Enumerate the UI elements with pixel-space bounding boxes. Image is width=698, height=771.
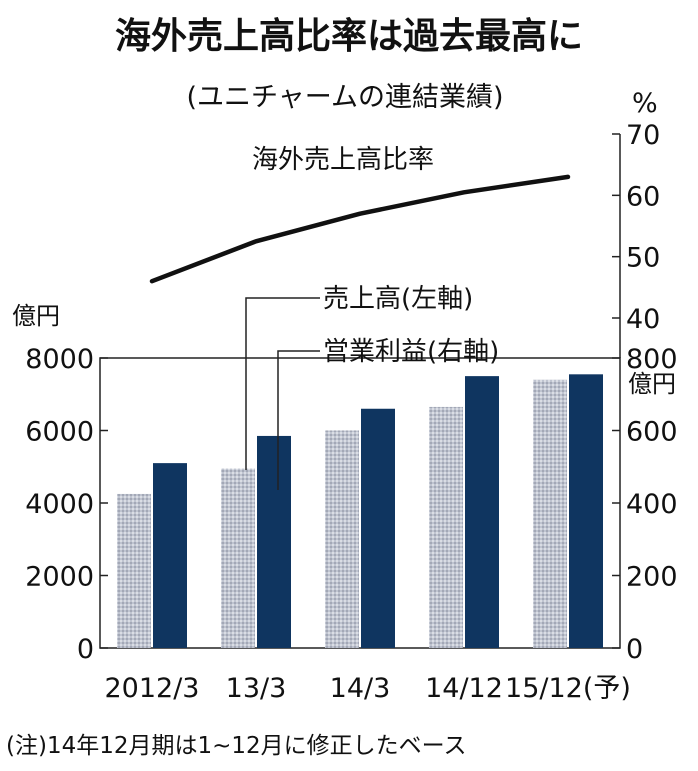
chart-title: 海外売上高比率は過去最高に — [115, 16, 583, 57]
sales-bar-1 — [221, 468, 255, 648]
profit-bar-0 — [153, 463, 187, 648]
right-tick-label-2: 400 — [626, 489, 678, 520]
left-axis-ticks: 0 2000 4000 6000 8000 — [25, 344, 108, 665]
footnote: (注)14年12月期は1~12月に修正したベース — [6, 733, 467, 759]
percent-tick-label-1: 50 — [626, 243, 660, 274]
left-tick-label-3: 6000 — [25, 417, 94, 448]
sales-bar-0 — [117, 493, 151, 648]
x-tick-label-1: 13/3 — [226, 673, 287, 704]
chart-subtitle: (ユニチャームの連結業績) — [187, 82, 504, 113]
x-tick-label-0: 2012/3 — [105, 673, 200, 704]
sales-bar-2 — [325, 430, 359, 648]
percent-tick-label-0: 40 — [626, 304, 660, 335]
percent-axis-unit: % — [632, 88, 658, 119]
percent-tick-label-3: 70 — [626, 120, 660, 151]
profit-leader-line — [277, 350, 320, 490]
profit-legend-label: 営業利益(右軸) — [323, 337, 499, 367]
profit-bar-1 — [257, 435, 291, 648]
x-axis-ticks: 2012/3 13/3 14/3 14/12 15/12(予) — [105, 673, 631, 704]
right-tick-label-3: 600 — [626, 417, 678, 448]
sales-bar-3 — [429, 406, 463, 648]
profit-bar-4 — [569, 374, 603, 648]
profit-bar-2 — [361, 408, 395, 648]
bars-group — [117, 374, 603, 648]
left-axis-unit: 億円 — [12, 302, 60, 330]
x-tick-label-4: 15/12(予) — [505, 673, 631, 704]
percent-tick-label-2: 60 — [626, 181, 660, 212]
right-axis-unit: 億円 — [628, 370, 676, 398]
sales-leader-line — [245, 297, 320, 470]
x-tick-label-2: 14/3 — [330, 673, 391, 704]
right-tick-label-0: 0 — [626, 634, 643, 665]
left-tick-label-4: 8000 — [25, 344, 94, 375]
sales-bar-4 — [533, 379, 567, 648]
right-tick-label-1: 200 — [626, 562, 678, 593]
ratio-line-group — [149, 174, 571, 284]
sales-legend-label: 売上高(左軸) — [323, 284, 473, 314]
right-axis-ticks: 0 200 400 600 800 — [612, 344, 678, 665]
right-tick-label-4: 800 — [626, 344, 678, 375]
overseas-ratio-line — [149, 174, 571, 284]
profit-bar-3 — [465, 376, 499, 648]
left-tick-label-2: 4000 — [25, 489, 94, 520]
line-series-label: 海外売上高比率 — [252, 145, 434, 175]
percent-axis-ticks: 40 50 60 70 — [612, 120, 660, 335]
left-tick-label-1: 2000 — [25, 562, 94, 593]
x-tick-label-3: 14/12 — [425, 673, 503, 704]
left-tick-label-0: 0 — [77, 634, 94, 665]
